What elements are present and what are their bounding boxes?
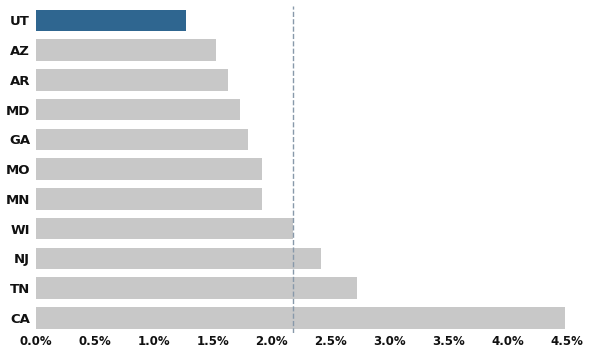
Bar xyxy=(35,99,240,120)
Bar xyxy=(35,247,322,269)
Bar xyxy=(35,69,228,91)
Bar xyxy=(35,129,248,150)
Bar xyxy=(35,188,262,210)
Bar xyxy=(35,39,216,61)
Bar xyxy=(35,158,262,180)
Bar xyxy=(35,10,186,31)
Bar xyxy=(35,277,357,299)
Bar xyxy=(35,218,293,239)
Bar xyxy=(35,307,565,329)
